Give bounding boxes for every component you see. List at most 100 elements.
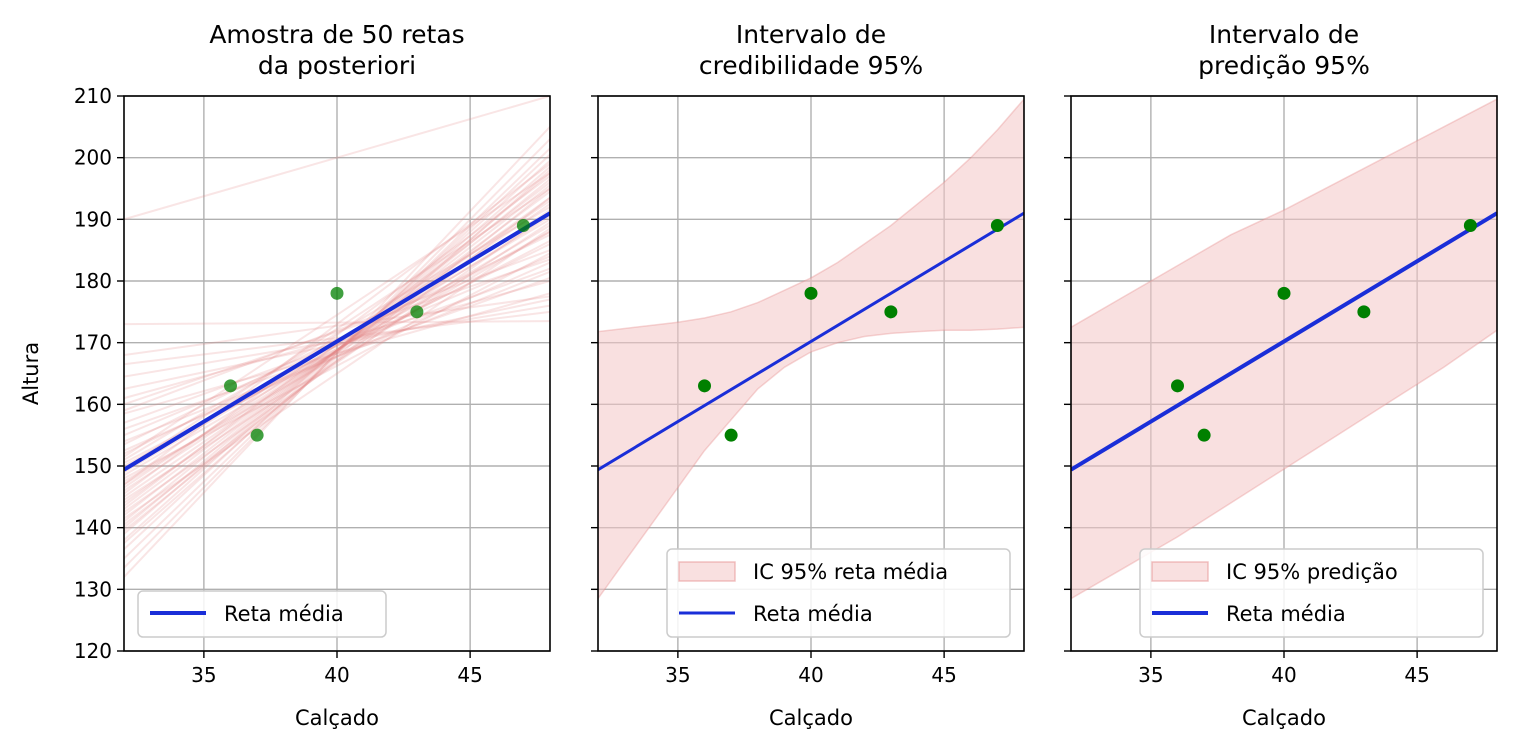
posterior-lines — [124, 96, 550, 578]
posterior-line — [124, 126, 550, 578]
posterior-line — [124, 310, 550, 366]
x-tick-label: 40 — [1271, 663, 1296, 687]
credible-band — [1071, 98, 1497, 600]
data-points — [698, 219, 1004, 442]
chart-title: credibilidade 95% — [699, 51, 923, 80]
y-axis-label: Altura — [19, 342, 43, 405]
legend: Reta média — [137, 590, 387, 638]
posterior-line — [124, 270, 550, 443]
data-points — [224, 219, 530, 442]
data-point — [410, 305, 424, 319]
posterior-line — [124, 218, 550, 474]
x-tick-label: 40 — [324, 663, 349, 687]
data-point — [698, 379, 711, 393]
posterior-line — [124, 160, 550, 541]
x-tick-label: 35 — [665, 663, 690, 687]
data-point — [804, 286, 818, 300]
x-axis-label: Calçado — [1242, 706, 1326, 730]
legend-label: IC 95% reta média — [753, 560, 948, 584]
credible-band — [598, 97, 1024, 600]
data-point — [1357, 305, 1371, 319]
posterior-line — [124, 138, 550, 569]
posterior-line — [124, 243, 550, 455]
mean-line — [1071, 211, 1497, 472]
y-tick-label: 160 — [74, 392, 112, 416]
data-point — [1277, 286, 1291, 300]
legend-box — [1139, 548, 1484, 638]
posterior-line — [124, 175, 550, 495]
x-axis-label: Calçado — [295, 706, 379, 730]
posterior-line — [124, 187, 550, 470]
posterior-line — [124, 181, 550, 507]
x-axis-label: Calçado — [769, 706, 853, 730]
chart-title: Intervalo de — [736, 20, 886, 49]
legend-swatch-band — [678, 561, 736, 582]
chart-title: Amostra de 50 retas — [209, 20, 464, 49]
y-tick-label: 170 — [74, 331, 112, 355]
posterior-line — [124, 255, 550, 437]
mean-line — [124, 211, 550, 472]
chart-title: predição 95% — [1198, 51, 1370, 80]
plot-area — [124, 96, 550, 578]
posterior-line — [124, 196, 550, 504]
x-tick-label: 45 — [931, 663, 956, 687]
posterior-line — [124, 203, 550, 498]
legend: IC 95% reta média Reta média — [666, 548, 1011, 638]
data-point — [250, 428, 264, 442]
data-points — [1171, 219, 1477, 442]
posterior-line — [124, 190, 550, 510]
posterior-line — [124, 153, 550, 550]
legend-box — [666, 548, 1011, 638]
posterior-line — [124, 196, 550, 526]
y-tick-label: 130 — [74, 577, 112, 601]
posterior-line — [124, 224, 550, 477]
y-tick-label: 190 — [74, 207, 112, 231]
y-tick-label: 150 — [74, 454, 112, 478]
posterior-line — [124, 96, 550, 221]
posterior-line — [124, 172, 550, 529]
y-tick-label: 180 — [74, 269, 112, 293]
posterior-line — [124, 227, 550, 520]
posterior-line — [124, 295, 550, 356]
posterior-line — [124, 292, 550, 415]
posterior-line — [124, 261, 550, 452]
posterior-line — [124, 249, 550, 412]
data-point — [884, 305, 898, 319]
data-point — [1463, 219, 1477, 232]
posterior-line — [124, 215, 550, 486]
posterior-line — [124, 184, 550, 517]
posterior-line — [124, 212, 550, 514]
data-point — [724, 428, 738, 442]
posterior-line — [124, 187, 550, 532]
x-tick-label: 45 — [1404, 663, 1429, 687]
posterior-line — [124, 172, 550, 458]
data-point — [1171, 379, 1184, 393]
legend-label: IC 95% predição — [1226, 560, 1398, 584]
posterior-line — [124, 221, 550, 501]
chart-title: Intervalo de — [1209, 20, 1359, 49]
data-point — [516, 219, 530, 232]
x-tick-label: 45 — [457, 663, 482, 687]
posterior-line — [124, 320, 550, 326]
legend-label: Reta média — [1226, 602, 1346, 626]
y-tick-label: 140 — [74, 516, 112, 540]
posterior-line — [124, 298, 550, 390]
y-tick-label: 120 — [74, 639, 112, 663]
data-point — [990, 219, 1004, 232]
posterior-line — [124, 258, 550, 406]
x-tick-label: 35 — [1138, 663, 1163, 687]
legend-box — [137, 590, 387, 638]
posterior-line — [124, 147, 550, 560]
plot-area — [1071, 98, 1497, 600]
posterior-line — [124, 169, 550, 544]
chart-panel-1: 35 40 45 120 130 140 150 160 170 180 190 200 210 Calç… — [19, 20, 551, 730]
posterior-line — [124, 178, 550, 523]
data-point — [1197, 428, 1211, 442]
posterior-line — [124, 166, 550, 535]
x-tick-label: 35 — [191, 663, 216, 687]
x-tick-label: 40 — [798, 663, 823, 687]
legend-label: Reta média — [753, 602, 873, 626]
